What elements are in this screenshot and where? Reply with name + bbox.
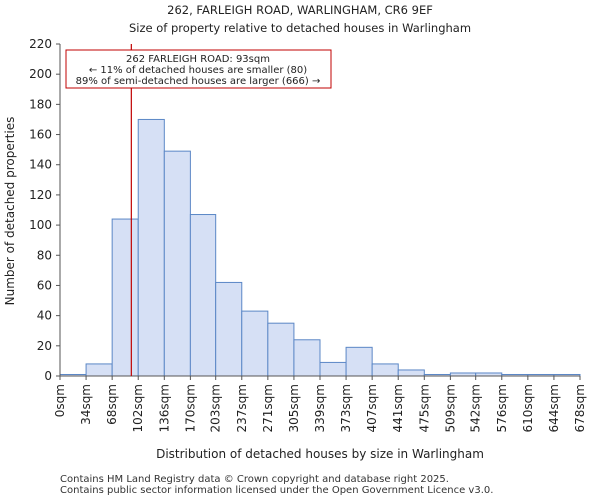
x-tick-label: 475sqm [417,384,431,432]
histogram-bar [189,214,217,377]
x-tick-label: 237sqm [235,384,249,432]
x-tick-label: 610sqm [521,384,535,432]
annotation-line: ← 11% of detached houses are smaller (80… [89,65,307,76]
x-tick-label: 407sqm [365,384,379,432]
y-tick-label: 200 [29,67,52,81]
y-tick-label: 80 [37,248,52,262]
footer-copyright: Contains HM Land Registry data © Crown c… [60,474,449,485]
x-tick-label: 271sqm [261,384,275,432]
histogram-bar [319,361,347,377]
x-tick-label: 0sqm [53,384,67,417]
x-tick-label: 339sqm [313,384,327,432]
histogram-bar [163,150,191,377]
y-tick-label: 20 [37,339,52,353]
histogram-bar [241,310,269,377]
histogram-bar [397,369,425,377]
x-tick-label: 170sqm [183,384,197,432]
y-tick-label: 140 [29,158,52,172]
x-tick-label: 102sqm [131,384,145,432]
y-axis-label: Number of detached properties [3,117,17,306]
x-tick-label: 136sqm [157,384,171,432]
histogram-bar [85,363,113,377]
annotation-line: 89% of semi-detached houses are larger (… [76,76,321,87]
x-tick-label: 509sqm [443,384,457,432]
y-tick-label: 60 [37,278,52,292]
y-tick-label: 120 [29,188,52,202]
annotation-line: 262 FARLEIGH ROAD: 93sqm [126,54,270,65]
histogram-bar [111,218,139,377]
y-tick-label: 40 [37,309,52,323]
footer-licence: Contains public sector information licen… [60,485,494,496]
annotation-box [65,49,332,89]
y-tick-label: 180 [29,97,52,111]
histogram-bar [345,346,373,377]
histogram-bar [215,281,243,377]
histogram-bar [371,363,399,377]
x-tick-label: 68sqm [105,384,119,425]
histogram-bar [293,339,321,377]
x-tick-label: 542sqm [469,384,483,432]
x-tick-label: 305sqm [287,384,301,432]
x-tick-label: 576sqm [495,384,509,432]
histogram-bar [267,322,295,377]
x-tick-label: 203sqm [209,384,223,432]
chart-subtitle: Size of property relative to detached ho… [128,21,472,35]
y-tick-label: 100 [29,218,52,232]
y-tick-label: 0 [44,369,52,383]
chart-title: 262, FARLEIGH ROAD, WARLINGHAM, CR6 9EF [167,3,433,17]
x-axis-label: Distribution of detached houses by size … [156,447,484,461]
x-tick-label: 441sqm [391,384,405,432]
histogram-bar [137,118,165,377]
x-tick-label: 678sqm [573,384,587,432]
y-tick-label: 160 [29,128,52,142]
y-tick-label: 220 [29,37,52,51]
x-tick-label: 373sqm [339,384,353,432]
x-tick-label: 34sqm [79,384,93,425]
x-tick-label: 644sqm [547,384,561,432]
